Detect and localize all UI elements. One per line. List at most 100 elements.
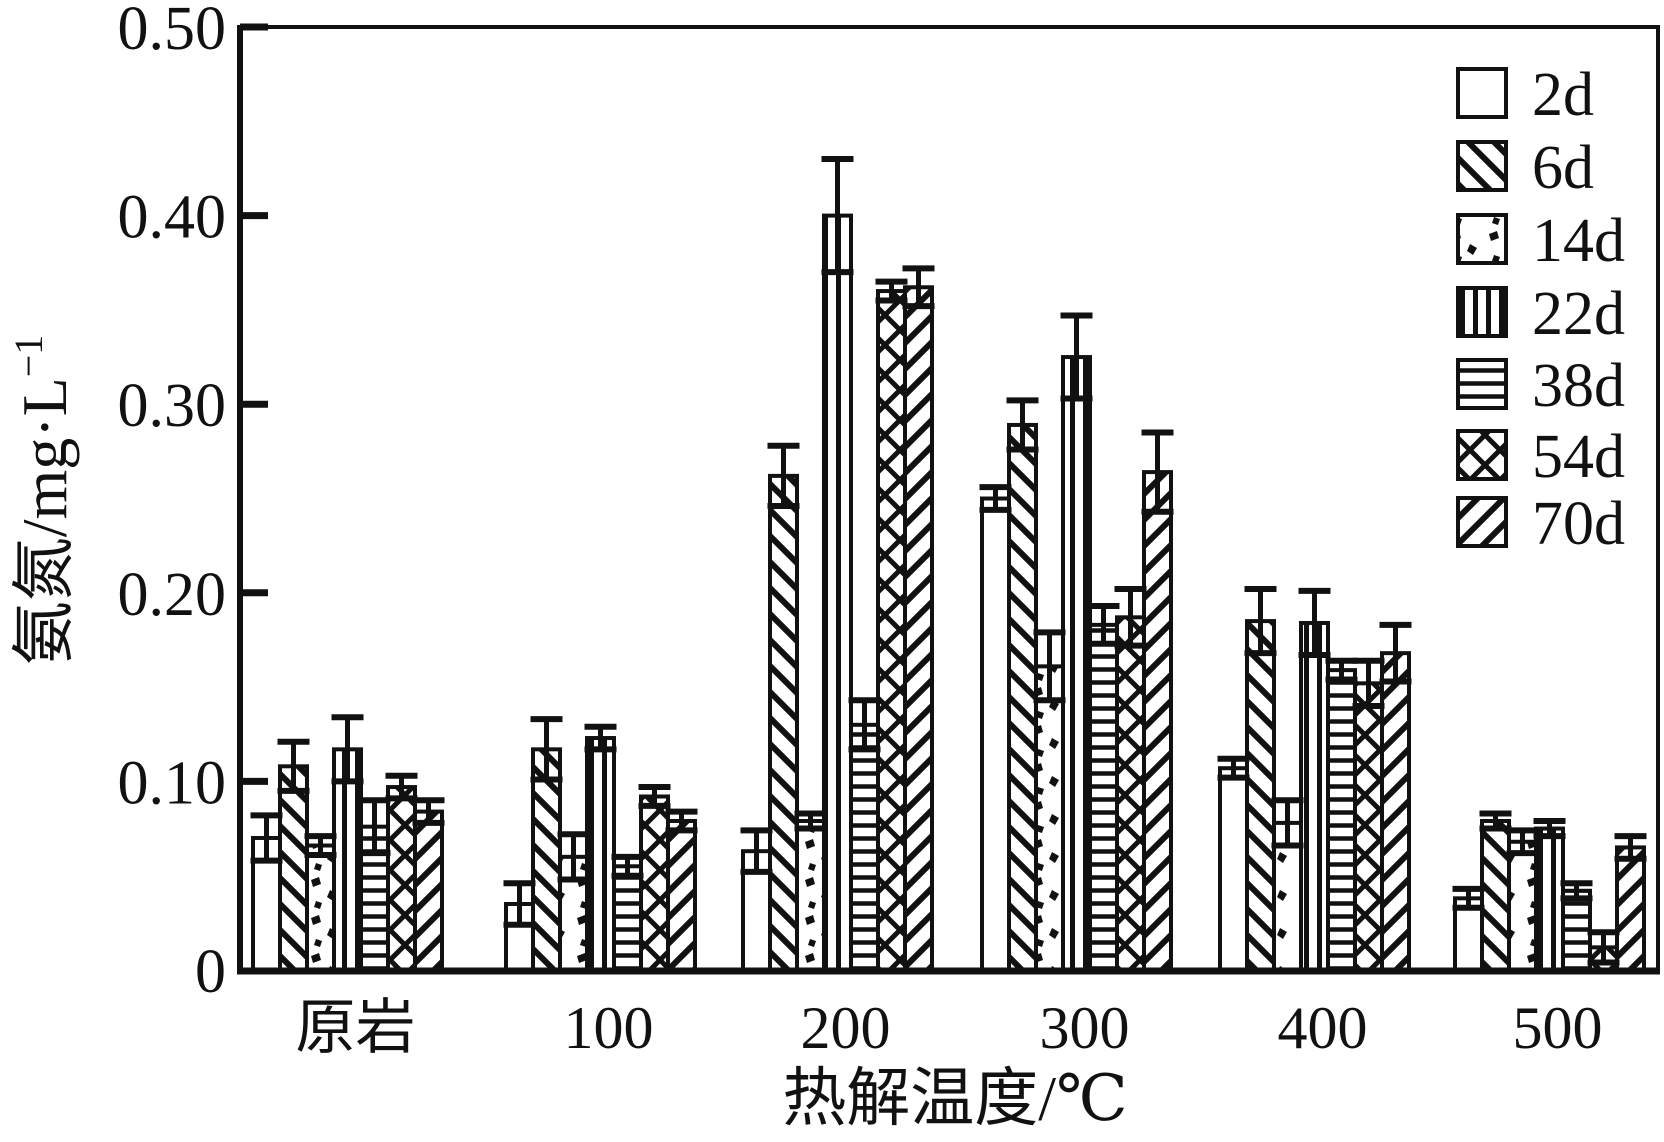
bar-6d-500 <box>1480 819 1511 972</box>
legend-item-2d: 2d <box>1456 61 1594 129</box>
error-bar-2d-400 <box>1217 755 1250 781</box>
bar-22d-100 <box>585 736 616 972</box>
x-category-label-400: 400 <box>1278 995 1368 1061</box>
legend-item-70d: 70d <box>1456 490 1625 558</box>
error-bar-22d-300 <box>1060 312 1093 402</box>
bar-6d-400 <box>1245 619 1276 973</box>
legend-swatch-horizontal-lines-icon <box>1456 358 1508 410</box>
error-bar-14d-100 <box>557 831 590 883</box>
error-bar-70d-400 <box>1379 621 1412 685</box>
error-bar-70d-300 <box>1141 429 1174 515</box>
error-bar-14d-500 <box>1506 827 1539 857</box>
legend-label-54d: 54d <box>1532 423 1625 491</box>
bar-38d-100 <box>612 864 643 973</box>
axis-titles: 氨氮/mg·L−1 热解温度/℃ <box>6 335 1128 1134</box>
x-category-label-300: 300 <box>1040 995 1130 1061</box>
error-bar-2d-100 <box>503 880 536 928</box>
y-tick-labels: 0 0.10 0.20 0.30 0.40 0.50 <box>118 0 227 1006</box>
bar-14d-500 <box>1507 839 1538 973</box>
error-bar-70d-原岩 <box>412 797 445 826</box>
y-tick-label-0.50: 0.50 <box>118 0 227 63</box>
error-bar-6d-400 <box>1244 586 1277 657</box>
error-bar-14d-300 <box>1033 629 1066 704</box>
error-bar-22d-200 <box>821 156 854 276</box>
bars-layer <box>251 213 1646 973</box>
error-bar-38d-500 <box>1560 880 1593 902</box>
error-bar-6d-300 <box>1006 397 1039 453</box>
legend-swatch-diagonal-crosshatch-icon <box>1456 429 1508 481</box>
bar-54d-300 <box>1115 615 1146 972</box>
bar-70d-100 <box>666 819 697 972</box>
error-bar-70d-100 <box>665 808 698 834</box>
bar-70d-300 <box>1142 470 1173 972</box>
x-category-label-200: 200 <box>801 995 891 1061</box>
bar-22d-原岩 <box>332 747 363 973</box>
legend-swatch-vertical-lines-icon <box>1456 286 1508 338</box>
y-tick-label-0: 0 <box>195 938 226 1006</box>
bar-38d-200 <box>849 722 880 972</box>
y-tick-label-0.10: 0.10 <box>118 749 227 817</box>
bar-14d-300 <box>1034 664 1065 972</box>
x-category-label-500: 500 <box>1513 995 1603 1061</box>
error-bar-70d-500 <box>1614 833 1647 862</box>
error-bar-22d-500 <box>1533 818 1566 840</box>
x-category-labels: 原岩 100 200 300 400 500 <box>296 995 1603 1061</box>
legend-label-22d: 22d <box>1532 280 1625 348</box>
error-bar-2d-500 <box>1452 885 1485 911</box>
error-bar-38d-200 <box>848 697 881 753</box>
error-bar-6d-500 <box>1479 810 1512 832</box>
bar-70d-500 <box>1615 845 1646 972</box>
error-bar-54d-500 <box>1587 929 1620 966</box>
y-tick-label-0.20: 0.20 <box>118 561 227 629</box>
error-bar-38d-300 <box>1087 603 1120 647</box>
legend-item-54d: 54d <box>1456 423 1625 491</box>
legend-label-14d: 14d <box>1532 207 1625 275</box>
error-bar-14d-原岩 <box>304 833 337 858</box>
error-bar-2d-原岩 <box>250 812 283 864</box>
error-bar-6d-原岩 <box>277 738 310 794</box>
bar-38d-300 <box>1088 622 1119 972</box>
legend-swatch-diagonal-backslash-icon <box>1456 140 1508 192</box>
error-bar-70d-200 <box>902 265 935 310</box>
legend-swatch-diagonal-slash-icon <box>1456 496 1508 548</box>
error-bar-6d-100 <box>530 716 563 783</box>
error-bar-54d-200 <box>875 278 908 304</box>
y-axis-title: 氨氮/mg·L−1 <box>6 335 80 666</box>
bar-6d-200 <box>768 473 799 972</box>
error-bar-22d-原岩 <box>331 714 364 785</box>
error-bar-14d-200 <box>794 810 827 832</box>
y-ticks <box>240 23 268 785</box>
error-bar-2d-200 <box>740 827 773 875</box>
error-bar-22d-100 <box>584 723 617 753</box>
bar-14d-200 <box>795 819 826 972</box>
y-axis-title-superscript: −1 <box>6 335 51 378</box>
error-bar-14d-400 <box>1271 797 1304 849</box>
legend-item-22d: 22d <box>1456 280 1625 348</box>
bar-54d-200 <box>876 289 907 973</box>
error-bar-54d-100 <box>638 784 671 809</box>
error-bar-54d-400 <box>1352 657 1385 709</box>
legend-item-6d: 6d <box>1456 134 1594 202</box>
error-bar-38d-100 <box>611 853 644 879</box>
legend-swatch-none-icon <box>1456 67 1508 119</box>
legend-label-38d: 38d <box>1532 352 1625 420</box>
legend-label-6d: 6d <box>1532 134 1594 202</box>
bar-6d-原岩 <box>278 764 309 973</box>
bar-2d-300 <box>980 496 1011 972</box>
error-bar-22d-400 <box>1298 587 1331 659</box>
bar-54d-400 <box>1353 681 1384 972</box>
y-tick-label-0.30: 0.30 <box>118 372 227 440</box>
error-bar-38d-原岩 <box>358 797 391 857</box>
bar-70d-200 <box>903 285 934 972</box>
error-bar-38d-400 <box>1325 657 1358 683</box>
error-bar-54d-300 <box>1114 586 1147 649</box>
bar-6d-300 <box>1007 422 1038 973</box>
legend-swatch-dots-icon <box>1456 213 1508 265</box>
bar-54d-原岩 <box>386 785 417 972</box>
bar-54d-100 <box>639 794 670 972</box>
bar-22d-200 <box>822 213 853 973</box>
legend-label-70d: 70d <box>1532 490 1625 558</box>
